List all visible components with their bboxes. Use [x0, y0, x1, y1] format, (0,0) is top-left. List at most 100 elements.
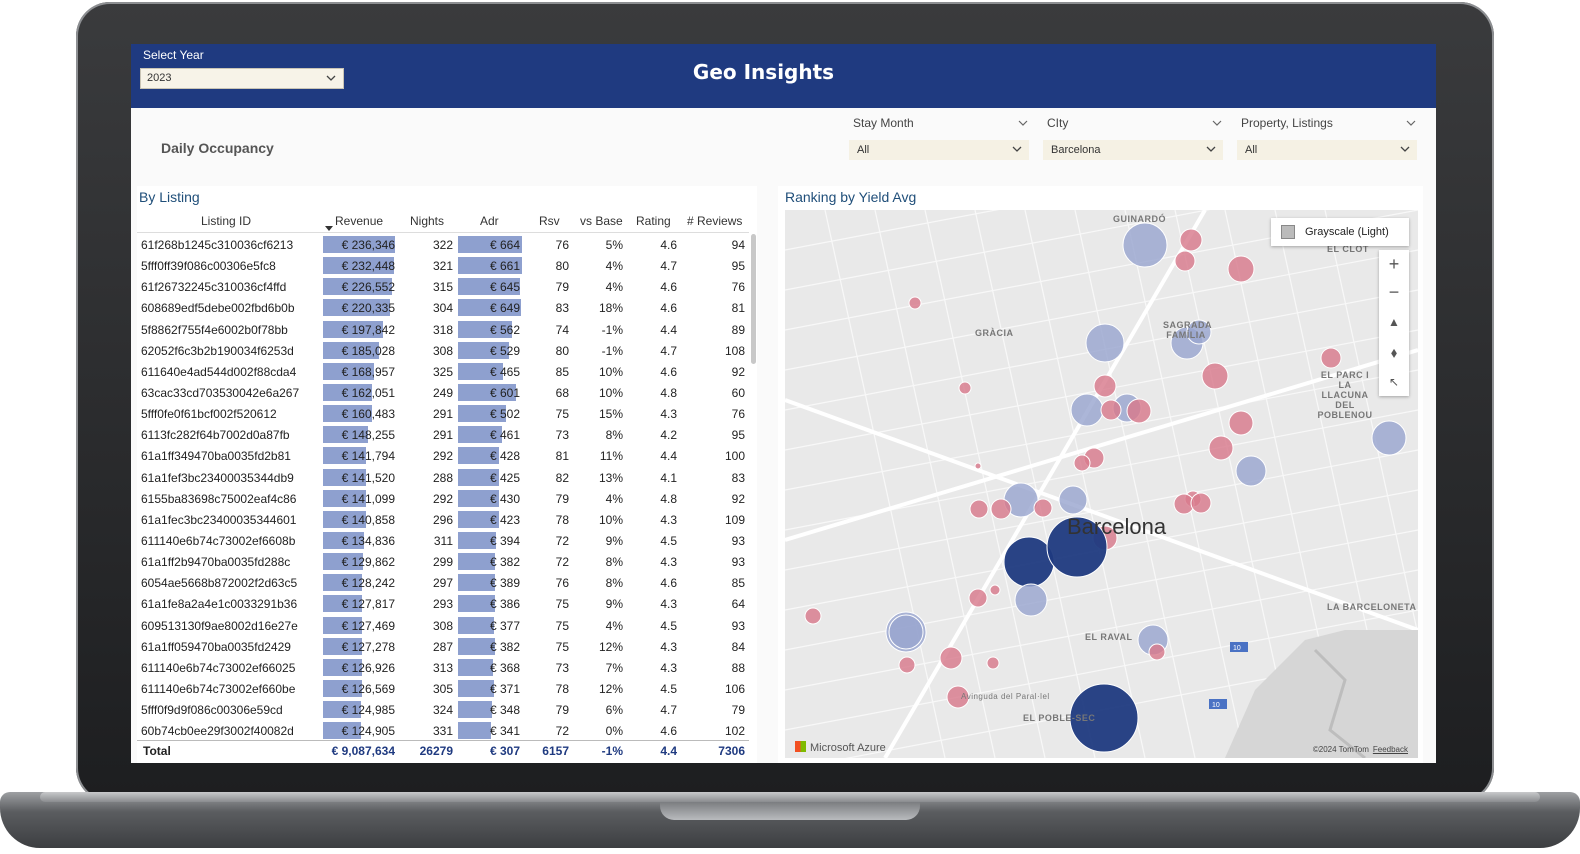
cell-revenue: € 220,335 [341, 301, 395, 316]
table-row[interactable]: 61a1ff2b9470ba0035fd288c € 129,862 299 € 38… [137, 551, 749, 572]
table-row[interactable]: 611140e6b74c73002ef6608b € 134,836 311 € 39… [137, 530, 749, 551]
map-bubble[interactable] [986, 656, 1000, 670]
map-bubble[interactable] [1069, 683, 1139, 753]
map-bubble[interactable] [1122, 222, 1168, 268]
pitch-icon[interactable]: ▲ [1388, 315, 1400, 329]
slicer-dropdown[interactable]: All [1237, 140, 1417, 160]
table-row[interactable]: 61a1ff349470ba0035fd2b81 € 141,794 292 € 42… [137, 445, 749, 466]
table-row[interactable]: 611140e6b74c73002ef66025 € 126,926 313 € 36… [137, 657, 749, 678]
map-bubble[interactable] [1046, 516, 1108, 578]
attribution-label: Microsoft Azure [810, 742, 886, 754]
map-bubble[interactable] [990, 498, 1012, 520]
map-bubble[interactable] [1070, 393, 1104, 427]
col-vs-base[interactable]: vs Base [580, 214, 623, 228]
table-row[interactable]: 6113fc282f64b7002d0a87fb € 148,255 291 € 46… [137, 424, 749, 445]
slicer-dropdown[interactable]: All [849, 140, 1029, 160]
col-rsv[interactable]: Rsv [539, 214, 560, 228]
table-row[interactable]: 5fff0fe0f61bcf002f520612 € 160,483 291 € 50… [137, 403, 749, 424]
zoom-out-button[interactable]: − [1388, 282, 1400, 302]
table-row[interactable]: 608689edf5debe002fbd6b0b € 220,335 304 € 64… [137, 297, 749, 318]
table-row[interactable]: 5f8862f755f4e6002b0f78bb € 197,842 318 € 56… [137, 319, 749, 340]
table-row[interactable]: 6155ba83698c75002eaf4c86 € 141,099 292 € 43… [137, 488, 749, 509]
col-listing-id[interactable]: Listing ID [201, 214, 252, 228]
map-bubble[interactable] [1003, 536, 1055, 588]
cell-revenue: € 134,836 [341, 533, 395, 548]
map-bubble[interactable] [1227, 255, 1255, 283]
table-row[interactable]: 61a1ff059470ba0035fd2429 € 127,278 287 € 38… [137, 636, 749, 657]
map-bubble[interactable] [1014, 583, 1048, 617]
col-reviews[interactable]: # Reviews [687, 214, 743, 228]
table-row[interactable]: 609513130f9ae8002d16e27e € 127,469 308 € 37… [137, 615, 749, 636]
map-bubble[interactable] [939, 646, 963, 670]
table-row[interactable]: 6054ae5668b872002f2d63c5 € 128,242 297 € 38… [137, 572, 749, 593]
map-bubble[interactable] [958, 381, 972, 395]
cell-listing-id: 611140e6b74c73002ef66025 [141, 660, 296, 675]
table-row[interactable]: 61f268b1245c310036cf6213 € 236,346 322 € 66… [137, 234, 749, 255]
cell-rating: 4.4 [660, 449, 677, 464]
map-bubble[interactable] [989, 584, 1001, 596]
table-row[interactable]: 63cac33cd703530042e6a267 € 162,051 249 € 60… [137, 382, 749, 403]
table-row[interactable]: 5fff0f9d9f086c00306e59cd € 124,985 324 € 34… [137, 699, 749, 720]
cell-revenue: € 128,242 [341, 576, 395, 591]
map-bubble[interactable] [908, 296, 922, 310]
map-canvas[interactable]: 10 10 GUINARDÓ EL CLOT GRÀCIA SAGRADA FA… [785, 210, 1418, 758]
table-scrollbar[interactable] [751, 234, 756, 364]
map-bubble[interactable] [1320, 347, 1342, 369]
map-bubble[interactable] [1235, 455, 1267, 487]
select-cursor-icon[interactable]: ↖ [1388, 375, 1400, 389]
year-select[interactable]: 2023 [140, 68, 344, 89]
map-bubble[interactable] [1186, 319, 1212, 345]
map-bubble[interactable] [804, 607, 822, 625]
map-style-button[interactable]: Grayscale (Light) [1271, 218, 1409, 246]
cell-nights: 291 [432, 428, 453, 443]
col-revenue[interactable]: Revenue [335, 214, 384, 228]
table-row[interactable]: 62052f6c3b2b190034f6253d € 185,028 308 € 52… [137, 340, 749, 361]
cell-reviews: 109 [724, 512, 745, 527]
map-bubble[interactable] [946, 685, 970, 709]
map-bubble[interactable] [1148, 643, 1166, 661]
cell-nights: 293 [432, 597, 453, 612]
feedback-link[interactable]: Feedback [1372, 745, 1408, 754]
map-bubble[interactable] [1190, 492, 1212, 514]
map-bubble[interactable] [1228, 410, 1254, 436]
map-bubble[interactable] [1208, 435, 1234, 461]
map-bubble[interactable] [1073, 454, 1091, 472]
map-bubble[interactable] [1100, 399, 1122, 421]
map-bubble[interactable] [968, 588, 988, 608]
slicer-stay-month[interactable]: Stay Month All [849, 116, 1029, 160]
map-bubble[interactable] [1201, 362, 1229, 390]
col-rating[interactable]: Rating [636, 214, 671, 228]
adr-databar [458, 701, 492, 719]
col-adr[interactable]: Adr [480, 214, 499, 228]
table-row[interactable]: 61f26732245c310036cf4ffd € 226,552 315 € 64… [137, 276, 749, 297]
map-bubble[interactable] [1033, 498, 1053, 518]
table-row[interactable]: 611640e4ad544d002f88cda4 € 168,957 325 € 46… [137, 361, 749, 382]
map-bubble[interactable] [1058, 485, 1088, 515]
table-row[interactable]: 61a1fec3bc23400035344601 € 140,858 296 € 42… [137, 509, 749, 530]
table-row[interactable]: 611140e6b74c73002ef660be € 126,569 305 € 37… [137, 678, 749, 699]
map-bubble[interactable] [1085, 323, 1125, 363]
table-body[interactable]: 61f268b1245c310036cf6213 € 236,346 322 € 66… [137, 234, 749, 740]
compass-icon[interactable]: ⬧ [1390, 344, 1398, 360]
table-row[interactable]: 60b74cb0ee29f3002f40082d € 124,905 331 € 34… [137, 720, 749, 740]
cell-reviews: 92 [731, 364, 745, 379]
slicer-city[interactable]: CIty Barcelona [1043, 116, 1223, 160]
map-bubble[interactable] [1174, 250, 1196, 272]
zoom-in-button[interactable]: + [1388, 254, 1400, 274]
slicer-dropdown[interactable]: Barcelona [1043, 140, 1223, 160]
table-row[interactable]: 61a1fef3bc23400035344db9 € 141,520 288 € 42… [137, 467, 749, 488]
col-nights[interactable]: Nights [410, 214, 445, 228]
table-row[interactable]: 61a1fe8a2a4e1c0033291b36 € 127,817 293 € 38… [137, 593, 749, 614]
map-bubble[interactable] [1126, 398, 1152, 424]
map-bubble[interactable] [974, 462, 982, 470]
daily-occupancy-link[interactable]: Daily Occupancy [161, 140, 274, 156]
map-bubble[interactable] [888, 614, 924, 650]
map-bubble[interactable] [1093, 374, 1117, 398]
map-bubble[interactable] [1371, 420, 1407, 456]
map-bubble[interactable] [1179, 228, 1203, 252]
table-row[interactable]: 5fff0ff39f086c00306e5fc8 € 232,448 321 € 66… [137, 255, 749, 276]
map-bubble[interactable] [969, 499, 989, 519]
cell-adr: € 461 [489, 428, 520, 443]
map-bubble[interactable] [898, 656, 916, 674]
slicer-property-listings[interactable]: Property, Listings All [1237, 116, 1417, 160]
